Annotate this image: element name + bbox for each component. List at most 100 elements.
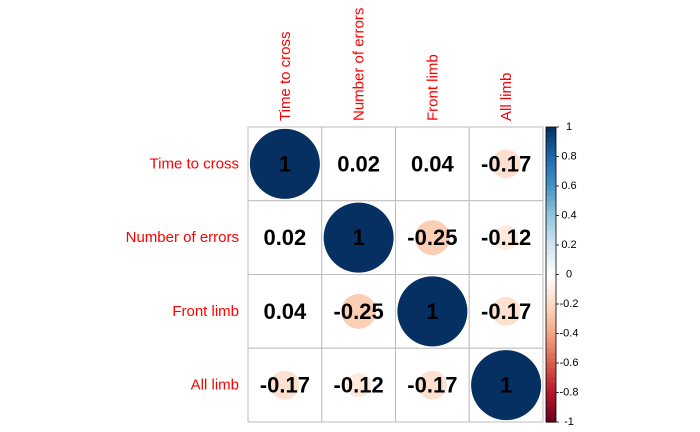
correlation-value-label: -0.17 <box>260 373 310 398</box>
colorbar-segment <box>546 382 556 389</box>
colorbar-segment <box>546 230 556 236</box>
colorbar-tick-label: 0.4 <box>561 210 576 222</box>
colorbar-segment <box>546 372 556 379</box>
colorbar-segment <box>546 171 556 177</box>
colorbar-segment <box>546 363 556 369</box>
column-label: All limb <box>498 73 515 121</box>
row-label: Number of errors <box>126 229 239 246</box>
colorbar-segment <box>546 235 556 241</box>
correlation-circle <box>425 156 440 171</box>
correlation-circle <box>491 149 521 179</box>
colorbar-segment <box>546 215 556 222</box>
colorbar-tick-label: -0.8 <box>560 387 579 399</box>
colorbar-segment <box>546 186 556 192</box>
colorbar-segment <box>546 333 556 340</box>
correlation-value-label: 0.02 <box>263 225 306 250</box>
colorbar-segment <box>546 190 556 197</box>
correlation-value-label: 1 <box>426 299 438 324</box>
colorbar-segment <box>546 397 556 403</box>
correlation-value-label: 1 <box>353 225 365 250</box>
correlation-value-label: 0.02 <box>337 151 380 176</box>
colorbar-segment <box>546 304 556 310</box>
colorbar-segment <box>546 141 556 148</box>
correlation-circle <box>323 202 394 273</box>
colorbar-tick-label: 1 <box>566 121 572 133</box>
colorbar-segment <box>546 417 556 423</box>
row-label: All limb <box>191 377 239 394</box>
colorbar-segment <box>546 313 556 320</box>
correlation-circle <box>270 370 300 400</box>
correlation-circle <box>494 225 519 250</box>
correlation-circle <box>491 296 521 326</box>
colorbar-segment <box>546 259 556 266</box>
colorbar-segment <box>546 240 556 246</box>
row-label: Front limb <box>172 303 239 320</box>
correlation-circle <box>471 350 542 421</box>
colorbar-segment <box>546 136 556 143</box>
colorbar-segment <box>546 343 556 349</box>
colorbar-segment <box>546 299 556 305</box>
colorbar-segment <box>546 308 556 315</box>
correlation-circle <box>249 128 320 199</box>
colorbar-segment <box>546 367 556 374</box>
correlation-circle <box>279 232 290 243</box>
colorbar-segment <box>546 323 556 330</box>
correlation-value-label: 0.04 <box>263 299 307 324</box>
colorbar-segment <box>546 127 556 133</box>
colorbar-segment <box>546 146 556 153</box>
colorbar-segment <box>546 249 556 256</box>
colorbar-tick-label: 0.6 <box>561 180 576 192</box>
matrix-cell <box>468 200 544 275</box>
colorbar-segment <box>546 294 556 300</box>
colorbar-segment <box>546 166 556 172</box>
matrix-cell <box>321 347 396 423</box>
row-label: Time to cross <box>150 155 239 172</box>
colorbar-segment <box>546 318 556 325</box>
colorbar-segment <box>546 210 556 217</box>
correlation-value-label: -0.17 <box>407 373 457 398</box>
colorbar-tick-label: 0.8 <box>561 151 576 163</box>
colorbar-segment <box>546 151 556 158</box>
correlation-circle <box>417 370 447 400</box>
colorbar-tick-label: -0.4 <box>560 328 579 340</box>
column-label: Time to cross <box>277 32 294 121</box>
colorbar-segment <box>546 254 556 261</box>
colorbar-segment <box>546 205 556 212</box>
colorbar-tick-label: -1 <box>564 416 574 428</box>
correlation-value-label: -0.17 <box>481 299 531 324</box>
correlation-circle <box>397 276 468 347</box>
colorbar-segment <box>546 392 556 399</box>
correlation-value-label: -0.12 <box>481 225 531 250</box>
correlation-circle <box>414 220 450 256</box>
correlation-value-label: 1 <box>500 373 512 398</box>
correlation-circle <box>346 373 371 398</box>
colorbar-segment <box>546 358 556 364</box>
colorbar-segment <box>546 176 556 182</box>
colorbar-tick-label: 0.2 <box>561 239 576 251</box>
column-label: Number of errors <box>351 8 368 121</box>
colorbar-segment <box>546 274 556 281</box>
colorbar-segment <box>546 131 556 138</box>
colorbar-segment <box>546 289 556 295</box>
colorbar-segment <box>546 156 556 163</box>
correlation-circle <box>277 304 292 319</box>
correlation-value-label: -0.12 <box>334 373 384 398</box>
colorbar-segment <box>546 279 556 285</box>
colorbar-segment <box>546 269 556 276</box>
colorbar-segment <box>546 377 556 384</box>
colorbar-segment <box>546 200 556 207</box>
colorbar-segment <box>546 181 556 187</box>
colorbar-segment <box>546 338 556 344</box>
colorbar-segment <box>546 161 556 167</box>
correlation-value-label: -0.25 <box>407 225 457 250</box>
column-label: Front limb <box>424 54 441 121</box>
correlation-circle <box>353 158 364 169</box>
correlation-value-label: 1 <box>279 151 291 176</box>
colorbar-segment <box>546 195 556 202</box>
colorbar-segment <box>546 412 556 418</box>
colorbar-tick-label: -0.6 <box>560 357 579 369</box>
colorbar-tick-label: 0 <box>566 269 572 281</box>
colorbar-segment <box>546 245 556 251</box>
colorbar-segment <box>546 387 556 394</box>
